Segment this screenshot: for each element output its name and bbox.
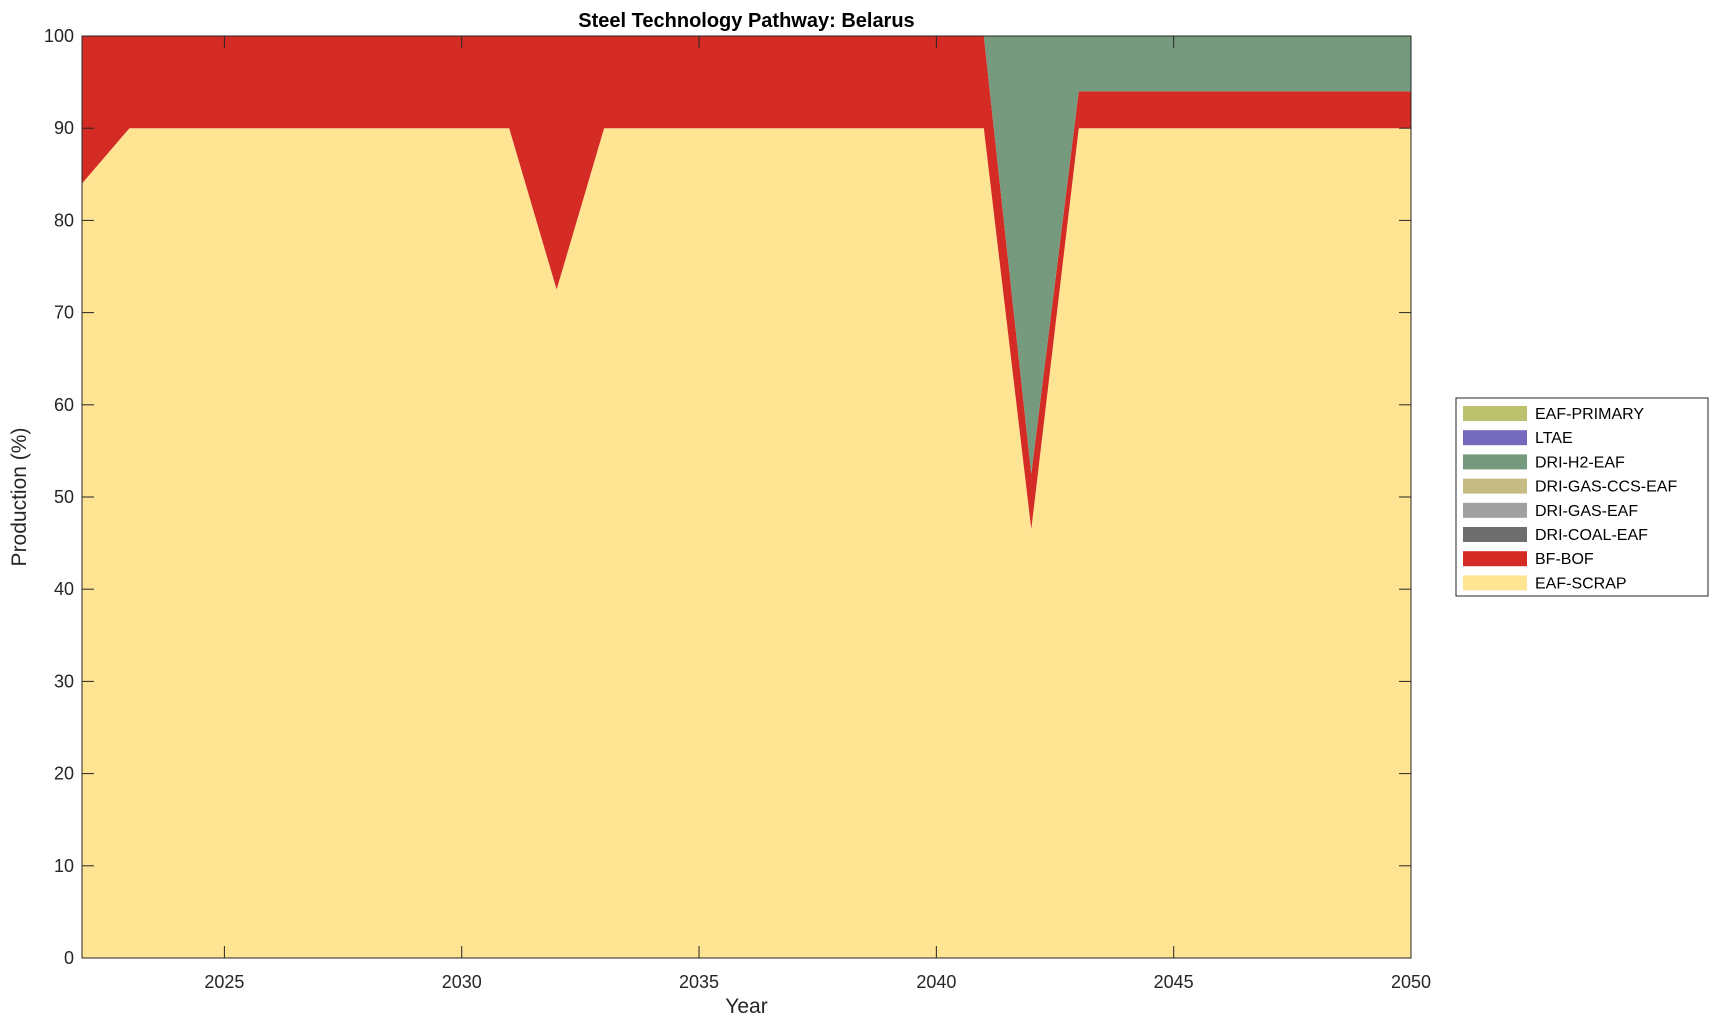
y-tick-label: 50 [54,487,74,507]
y-tick-label: 30 [54,671,74,691]
y-tick-label: 20 [54,764,74,784]
legend-swatch-dri-coal-eaf [1463,527,1527,542]
y-tick-label: 70 [54,303,74,323]
plot-frame [81,35,1412,959]
area-eaf-scrap [82,128,1411,958]
x-tick-label: 2030 [442,972,482,992]
areas-layer [82,36,1411,958]
area-bf-bof [82,36,1411,530]
area-dri-h2-eaf [82,36,1411,474]
legend-label-dri-h2-eaf: DRI-H2-EAF [1535,454,1625,471]
y-tick-label: 90 [54,118,74,138]
y-tick-label: 60 [54,395,74,415]
x-tick-label: 2035 [679,972,719,992]
legend-label-dri-gas-ccs-eaf: DRI-GAS-CCS-EAF [1535,479,1677,496]
y-tick-label: 80 [54,210,74,230]
ticks-layer [82,35,1412,959]
x-tick-label: 2045 [1154,972,1194,992]
y-tick-label: 100 [44,26,74,46]
x-axis-label: Year [725,995,767,1018]
legend-label-eaf-scrap: EAF-SCRAP [1535,575,1627,592]
legend-swatch-eaf-primary [1463,406,1527,421]
legend-swatch-eaf-scrap [1463,575,1527,591]
legend-swatch-dri-h2-eaf [1463,454,1527,470]
legend-swatch-bf-bof [1463,551,1527,567]
x-tick-label: 2025 [204,972,244,992]
chart-title: Steel Technology Pathway: Belarus [578,10,914,32]
legend-label-ltae: LTAE [1535,430,1573,447]
legend: EAF-PRIMARY LTAE DRI-H2-EAF DRI-GAS-CCS-EAF… [1455,397,1709,597]
legend-label-eaf-primary: EAF-PRIMARY [1535,406,1644,423]
x-tick-label: 2050 [1391,972,1431,992]
legend-swatch-dri-gas-eaf [1463,502,1527,518]
legend-label-dri-gas-eaf: DRI-GAS-EAF [1535,503,1638,520]
y-axis-label: Production (%) [8,428,31,567]
legend-label-dri-coal-eaf: DRI-COAL-EAF [1535,527,1648,544]
y-tick-label: 0 [64,948,74,968]
y-tick-label: 40 [54,579,74,599]
legend-swatch-ltae [1463,430,1527,446]
x-tick-label: 2040 [916,972,956,992]
legend-label-bf-bof: BF-BOF [1535,551,1594,568]
legend-swatch-dri-gas-ccs-eaf [1463,478,1527,494]
y-tick-label: 10 [54,856,74,876]
